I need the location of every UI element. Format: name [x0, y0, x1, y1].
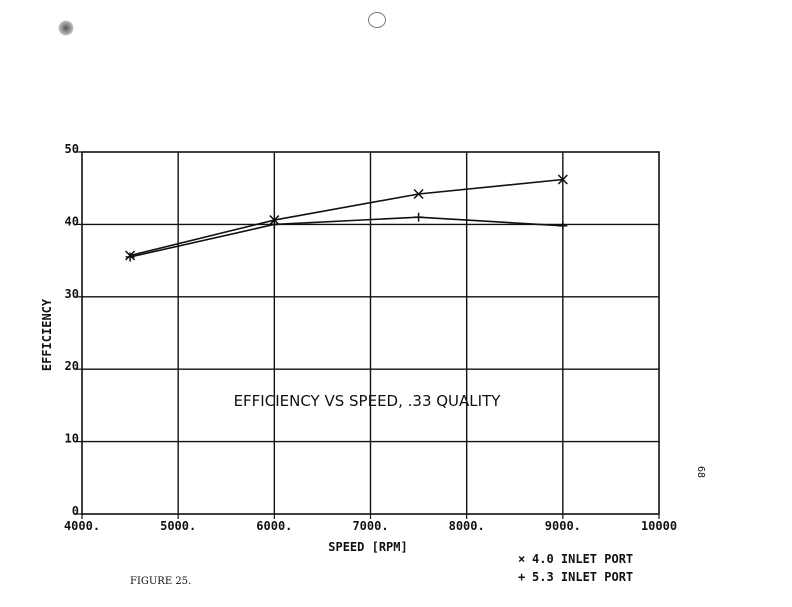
y-tick-label: 40 — [65, 214, 79, 228]
legend: × 4.0 INLET PORT + 5.3 INLET PORT — [518, 552, 633, 584]
legend-label: 5.3 INLET PORT — [532, 570, 633, 584]
y-tick-label: 0 — [72, 504, 79, 518]
x-marker — [413, 188, 424, 200]
x-tick-label: 10000 — [641, 519, 677, 533]
axes: 4000. 5000. 6000. 7000. 8000. 9000. 10000 0 10 20… — [64, 142, 677, 533]
y-axis-title: EFFICIENCY — [40, 298, 54, 371]
series-line — [129, 178, 563, 257]
page-number: 68 — [695, 466, 706, 479]
scan-hole-mark — [58, 20, 74, 36]
y-tick-label: 10 — [65, 432, 79, 446]
y-tick-label: 20 — [65, 359, 79, 373]
x-tick-label: 6000. — [256, 519, 292, 533]
legend-symbol: + — [518, 570, 525, 584]
y-tick-label: 50 — [65, 142, 79, 156]
plus-marker — [269, 219, 279, 229]
grid — [82, 152, 659, 514]
y-tick-label: 30 — [65, 287, 79, 301]
x-marker — [557, 174, 568, 185]
x-tick-label: 7000. — [352, 519, 388, 533]
plus-marker — [125, 252, 135, 262]
legend-symbol: × — [518, 552, 525, 566]
x-marker-stroke — [413, 188, 424, 200]
series-line — [129, 216, 563, 258]
figure-caption: FIGURE 25. — [130, 576, 192, 587]
x-tick-label: 9000. — [545, 519, 581, 533]
plus-marker — [558, 221, 568, 231]
chart-title: EFFICIENCY VS SPEED, .33 QUALITY — [234, 392, 502, 410]
x-tick-label: 8000. — [449, 519, 485, 533]
x-marker-stroke — [557, 174, 568, 185]
scan-hole-mark — [368, 12, 386, 28]
x-tick-label: 5000. — [160, 519, 196, 533]
x-axis-title: SPEED [RPM] — [328, 540, 407, 554]
legend-label: 4.0 INLET PORT — [532, 552, 633, 566]
x-tick-label: 4000. — [64, 519, 100, 533]
series-layer — [125, 174, 568, 262]
plus-marker — [414, 212, 424, 222]
